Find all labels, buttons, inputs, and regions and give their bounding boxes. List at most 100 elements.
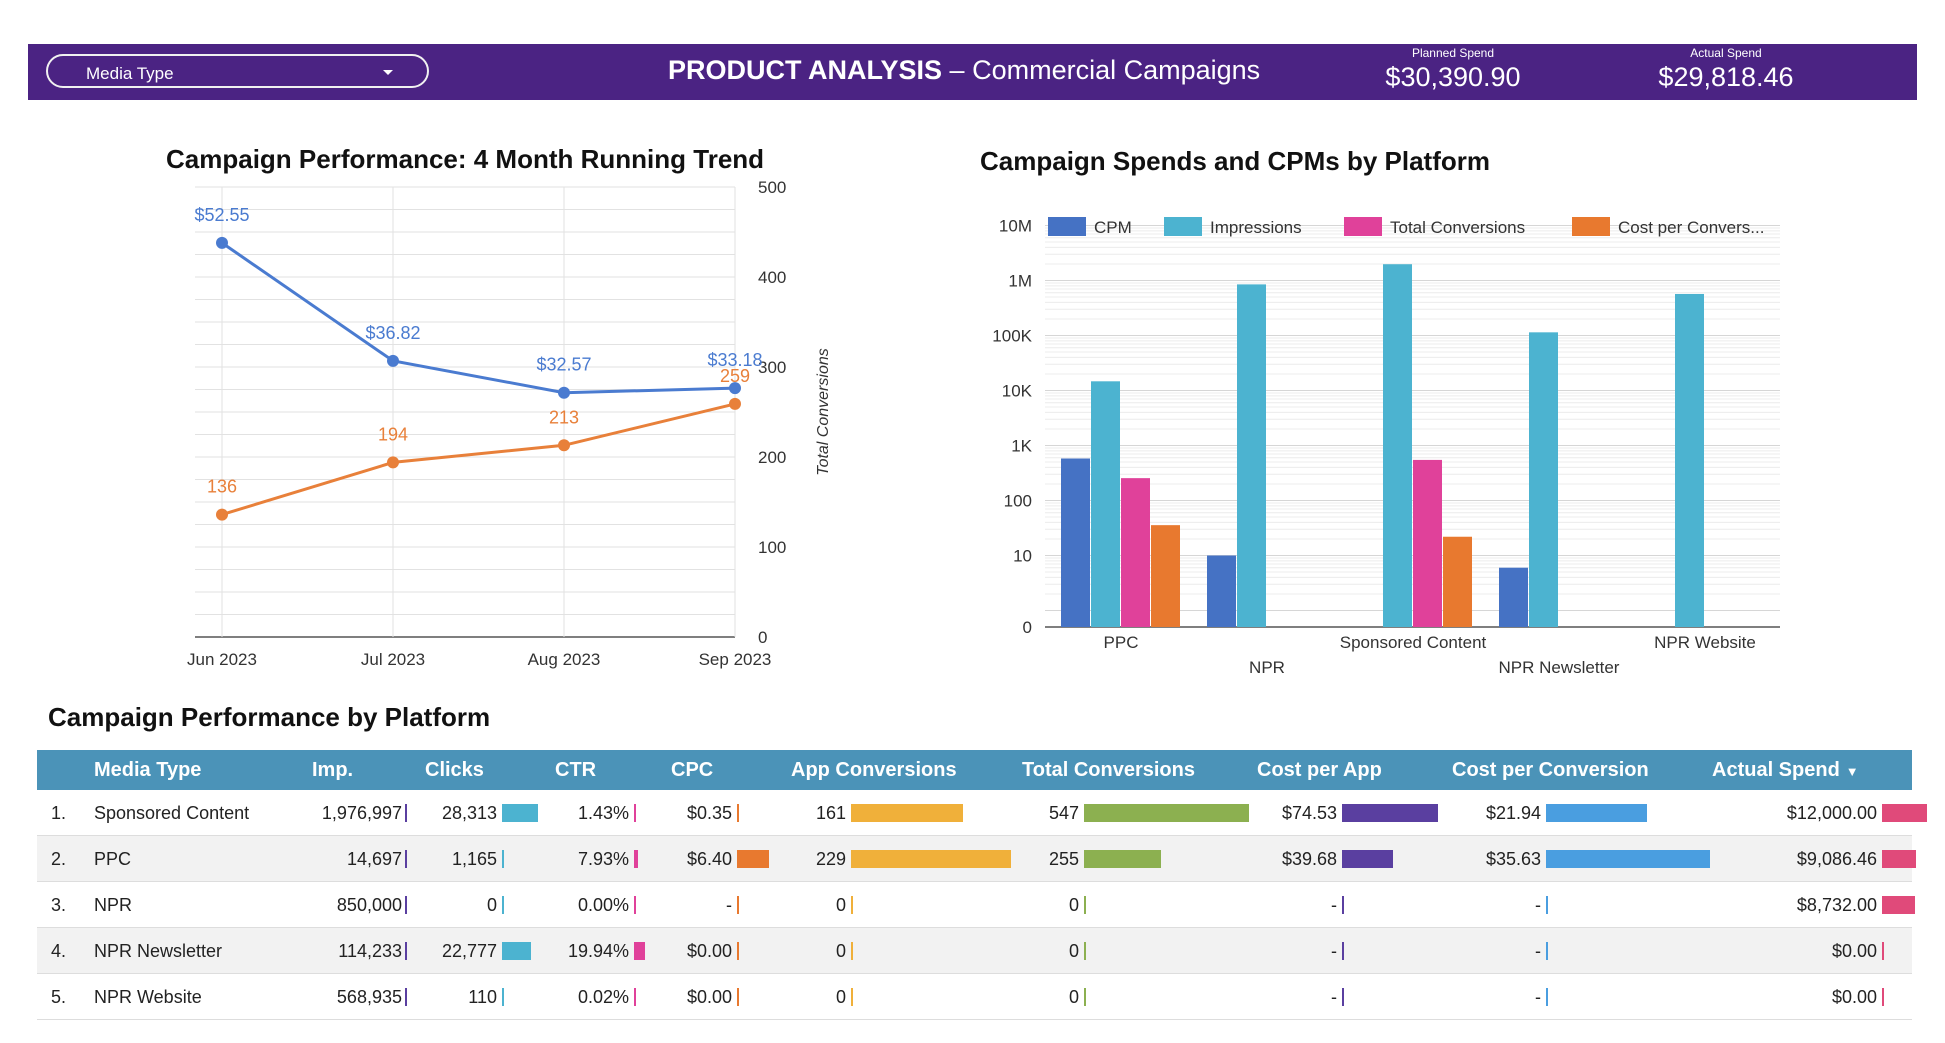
media-type-filter[interactable]: Media Type: [46, 54, 429, 88]
table-body: 1. Sponsored Content 1,976,997 28,313 1.43% $…: [37, 790, 1927, 1020]
bar: [1207, 555, 1236, 627]
cost-app-bar: [1342, 988, 1344, 1006]
y-tick-label: 0: [758, 628, 767, 647]
column-header[interactable]: Clicks: [425, 759, 484, 782]
y-tick-label: 10: [1013, 547, 1032, 566]
chevron-down-icon: [383, 70, 393, 75]
bar: [1151, 525, 1180, 627]
ctr-bar: [634, 896, 636, 914]
table-row[interactable]: 2. PPC 14,697 1,165 7.93% $6.40 229 255 $39.68 $3…: [37, 836, 1916, 882]
column-header[interactable]: Imp.: [312, 759, 353, 782]
x-tick-label: Jun 2023: [187, 650, 257, 669]
legend-swatch: [1048, 217, 1086, 236]
column-header-label: CTR: [555, 759, 597, 781]
clicks-bar: [502, 942, 531, 960]
column-header-label: Cost per Conversion: [1452, 759, 1649, 781]
data-label: 213: [549, 407, 579, 427]
clicks-bar: [502, 896, 504, 914]
app-cell: 229: [815, 849, 846, 869]
table-row[interactable]: 1. Sponsored Content 1,976,997 28,313 1.43% $…: [37, 790, 1927, 836]
column-header[interactable]: App Conversions: [791, 759, 957, 782]
cpc-cell: -: [726, 895, 732, 915]
y-tick-label: 500: [758, 178, 786, 197]
cpc-bar: [737, 804, 739, 822]
column-header[interactable]: Actual Spend ▼: [1712, 759, 1859, 782]
column-header[interactable]: Cost per App: [1257, 759, 1382, 782]
y-tick-label: 200: [758, 448, 786, 467]
column-header[interactable]: CTR: [555, 759, 596, 782]
clicks-cell: 1,165: [451, 849, 497, 869]
data-label: $36.82: [365, 323, 420, 343]
cost-app-bar: [1342, 804, 1438, 822]
x-tick-label: NPR: [1249, 658, 1285, 677]
cost-app-bar: [1342, 942, 1344, 960]
spend-bar: [1882, 804, 1927, 822]
platform-chart-title: Campaign Spends and CPMs by Platform: [980, 146, 1490, 176]
ctr-cell: 1.43%: [577, 803, 629, 823]
column-header[interactable]: Media Type: [94, 759, 201, 782]
cpc-cell: $0.00: [686, 987, 732, 1007]
x-tick-label: NPR Newsletter: [1499, 658, 1620, 677]
table-title: Campaign Performance by Platform: [48, 702, 491, 732]
data-label: 136: [207, 477, 237, 497]
media-type-cell: NPR: [94, 895, 133, 915]
y-tick-label: 0: [1023, 618, 1032, 637]
column-header[interactable]: Total Conversions: [1022, 759, 1195, 782]
data-point: [216, 236, 228, 249]
table-row[interactable]: 3. NPR 850,000 0 0.00% - 0 0 - - $8,732.00: [37, 882, 1915, 928]
column-header[interactable]: CPC: [671, 759, 713, 782]
spend-cell: $0.00: [1831, 941, 1877, 961]
clicks-cell: 0: [486, 895, 497, 915]
cpc-cell: $6.40: [686, 849, 732, 869]
page-title: PRODUCT ANALYSIS – Commercial Campaigns: [668, 55, 1260, 86]
cpc-bar: [737, 850, 769, 868]
page-title-bold: PRODUCT ANALYSIS: [668, 55, 943, 85]
platform-table: Media Type Imp. Clicks CTR CPC App Conversion…: [37, 750, 1927, 1020]
media-type-cell: Sponsored Content: [94, 803, 250, 823]
actual-spend-value: $29,818.46: [1658, 62, 1794, 92]
impressions-bar: [405, 804, 407, 822]
bar: [1237, 284, 1266, 627]
cpc-bar: [737, 988, 739, 1006]
bar: [1121, 478, 1150, 627]
row-index: 4.: [51, 941, 67, 961]
column-header[interactable]: Cost per Conversion: [1452, 759, 1649, 782]
clicks-cell: 28,313: [441, 803, 497, 823]
app-cell: 0: [835, 941, 846, 961]
sort-desc-icon[interactable]: ▼: [1845, 764, 1859, 779]
total-bar: [1084, 942, 1086, 960]
column-header-label: Actual Spend: [1712, 759, 1840, 781]
actual-spend-kpi: Actual Spend $29,818.46: [1626, 46, 1826, 93]
spend-bar: [1882, 942, 1884, 960]
cost-app-cell: -: [1331, 987, 1337, 1007]
cost-app-cell: $39.68: [1281, 849, 1337, 869]
ctr-cell: 7.93%: [577, 849, 629, 869]
app-bar: [851, 896, 853, 914]
table-row[interactable]: 5. NPR Website 568,935 110 0.02% $0.00 0 0 - - $0.…: [37, 974, 1912, 1020]
ctr-cell: 0.02%: [577, 987, 629, 1007]
data-point: [729, 397, 741, 410]
cost-conv-bar: [1546, 988, 1548, 1006]
data-point: [558, 439, 570, 452]
header-bar: Media Type PRODUCT ANALYSIS – Commercial…: [28, 44, 1917, 100]
total-bar: [1084, 804, 1249, 822]
bar: [1443, 536, 1472, 627]
bar: [1413, 459, 1442, 627]
impressions-cell: 14,697: [346, 849, 402, 869]
table-row[interactable]: 4. NPR Newsletter 114,233 22,777 19.94% $0.00…: [37, 928, 1912, 974]
impressions-cell: 114,233: [338, 941, 402, 961]
column-header-label: Media Type: [94, 759, 202, 781]
bar: [1675, 293, 1704, 627]
column-header-label: App Conversions: [791, 759, 957, 781]
x-tick-label: Sponsored Content: [1340, 633, 1487, 652]
data-point: [387, 456, 399, 469]
row-index: 3.: [51, 895, 67, 915]
y-tick-label: 100: [1004, 492, 1032, 511]
app-bar: [851, 804, 963, 822]
total-bar: [1084, 896, 1086, 914]
spend-cell: $12,000.00: [1786, 803, 1877, 823]
legend-swatch: [1164, 217, 1202, 236]
app-cell: 0: [835, 895, 846, 915]
column-header-label: Cost per App: [1257, 759, 1382, 781]
